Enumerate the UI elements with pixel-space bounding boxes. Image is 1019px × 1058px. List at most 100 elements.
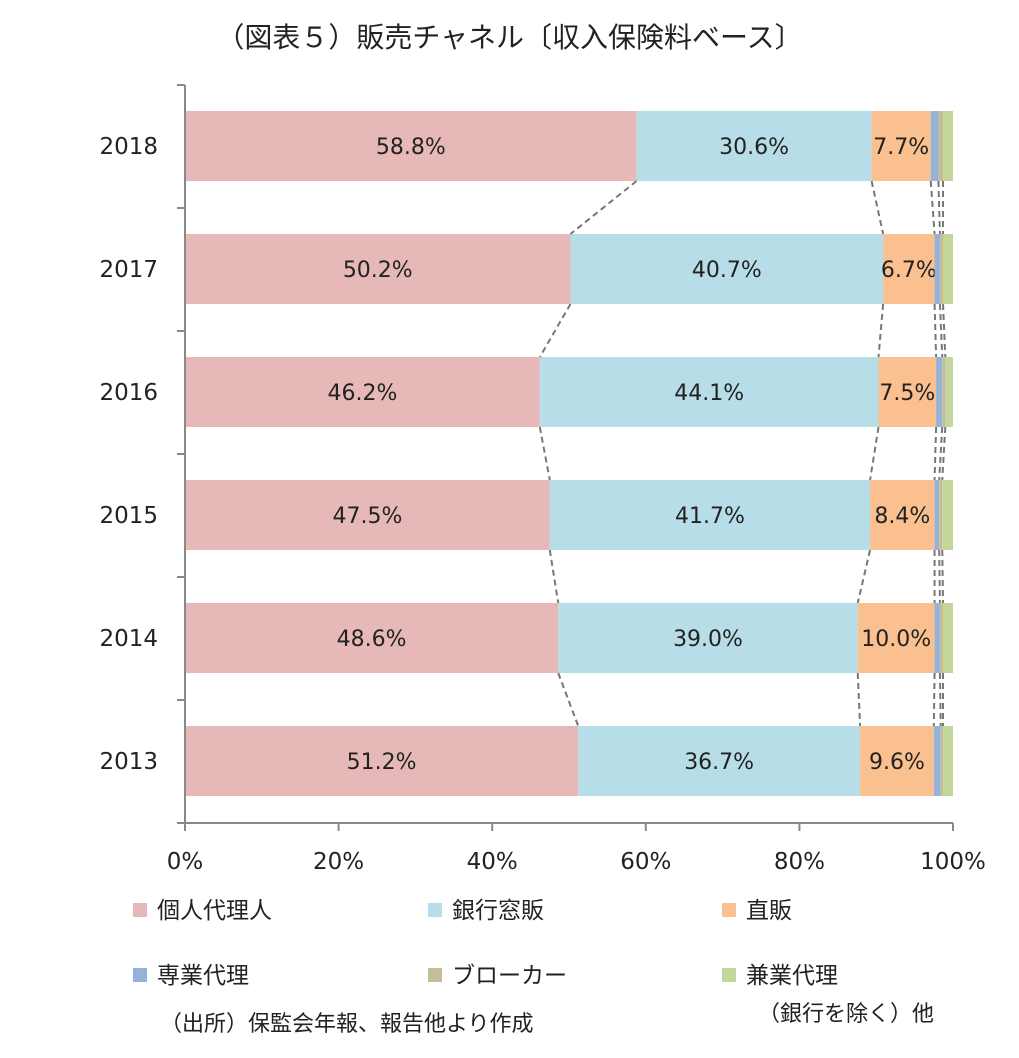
legend-label: 兼業代理: [746, 963, 838, 989]
series-line: [538, 303, 572, 358]
bar-segment: [934, 480, 940, 550]
series-line: [548, 549, 560, 604]
legend-label: 直販: [746, 898, 792, 924]
series-line: [933, 303, 938, 358]
series-line: [933, 426, 938, 481]
bar-segment: [558, 603, 858, 673]
legend-item: 直販: [722, 891, 792, 925]
series-line: [937, 180, 941, 235]
bar-segment: [930, 111, 939, 181]
data-label: 7.5%: [879, 381, 935, 406]
data-label: 41.7%: [675, 504, 745, 529]
bar-segment: [936, 357, 943, 427]
bar-segment: [636, 111, 872, 181]
series-line: [938, 672, 942, 727]
bar-segment: [945, 357, 953, 427]
bar-segment: [570, 234, 884, 304]
bar-segment: [870, 480, 935, 550]
data-label: 40.7%: [692, 258, 762, 283]
data-label: 7.7%: [873, 135, 929, 160]
x-tick-label: 20%: [313, 849, 364, 875]
bar-segment: [934, 603, 940, 673]
legend-item: ブローカー: [428, 956, 567, 990]
series-line: [929, 180, 936, 235]
series-line: [941, 549, 945, 604]
chart-title: （図表５）販売チャネル〔収入保険料ベース〕: [216, 21, 803, 54]
bar-segment: [860, 726, 934, 796]
legend-label: 専業代理: [157, 963, 249, 989]
bar-segment: [939, 234, 944, 304]
legend-label: ブローカー: [452, 963, 567, 989]
bar-segment: [578, 726, 861, 796]
series-line: [938, 426, 944, 481]
bar-segment: [185, 234, 571, 304]
data-label: 47.5%: [332, 504, 402, 529]
bar-segment: [185, 603, 559, 673]
y-tick-label: 2016: [99, 380, 158, 406]
bar-segment: [857, 603, 935, 673]
bar-segment: [878, 357, 937, 427]
data-label: 50.2%: [343, 258, 413, 283]
bar-segment: [942, 480, 953, 550]
legend-swatch: [722, 902, 736, 917]
legend-item: 専業代理: [133, 956, 249, 990]
data-label: 39.0%: [673, 627, 743, 652]
y-tick-label: 2014: [99, 626, 158, 652]
y-tick-label: 2013: [99, 749, 158, 775]
data-label: 36.7%: [684, 750, 754, 775]
bar-segment: [185, 111, 637, 181]
series-line: [932, 672, 936, 727]
bar-segment: [940, 726, 944, 796]
series-line: [938, 303, 944, 358]
y-tick-label: 2017: [99, 257, 158, 283]
bar-segment: [883, 234, 935, 304]
y-tick-label: 2015: [99, 503, 158, 529]
data-label: 6.7%: [881, 258, 937, 283]
data-label: 9.6%: [869, 750, 925, 775]
data-label: 58.8%: [376, 135, 446, 160]
bar-segment: [942, 357, 946, 427]
bar-segment: [939, 603, 944, 673]
x-tick-label: 60%: [620, 849, 671, 875]
legend-label: 銀行窓販: [452, 898, 544, 924]
legend-swatch: [133, 902, 147, 917]
legend-label: 個人代理人: [157, 898, 272, 924]
legend-swatch: [428, 902, 442, 917]
series-line: [941, 426, 947, 481]
series-line: [942, 303, 947, 358]
bar-segment: [943, 234, 953, 304]
series-line: [856, 672, 862, 727]
bar-segment: [185, 357, 540, 427]
legend-swatch: [722, 967, 736, 982]
series-line: [870, 180, 885, 235]
bar-segment: [933, 726, 941, 796]
legend-swatch: [428, 967, 442, 982]
bar-segment: [549, 480, 871, 550]
series-line: [877, 303, 885, 358]
bar-segment: [943, 726, 953, 796]
series-line: [856, 549, 872, 604]
series-line: [557, 672, 580, 727]
legend-item: 兼業代理: [722, 956, 838, 990]
data-label: 48.6%: [337, 627, 407, 652]
bar-segment: [185, 480, 550, 550]
y-tick-label: 2018: [99, 134, 158, 160]
bar-segment: [871, 111, 931, 181]
x-tick-label: 80%: [774, 849, 825, 875]
bar-segment: [939, 480, 943, 550]
data-label: 30.6%: [719, 135, 789, 160]
series-line: [569, 180, 638, 235]
bar-segment: [943, 603, 953, 673]
data-label: 44.1%: [674, 381, 744, 406]
data-label: 46.2%: [327, 381, 397, 406]
other-note: （銀行を除く）他: [758, 1002, 935, 1027]
source-note: （出所）保監会年報、報告他より作成: [160, 1012, 534, 1037]
x-tick-label: 40%: [467, 849, 518, 875]
x-tick-label: 100%: [920, 849, 986, 875]
bar-segment: [934, 234, 940, 304]
legend-swatch: [133, 967, 147, 982]
data-label: 10.0%: [861, 627, 931, 652]
bar-segment: [539, 357, 879, 427]
series-line: [869, 426, 880, 481]
bar-segment: [943, 111, 953, 181]
